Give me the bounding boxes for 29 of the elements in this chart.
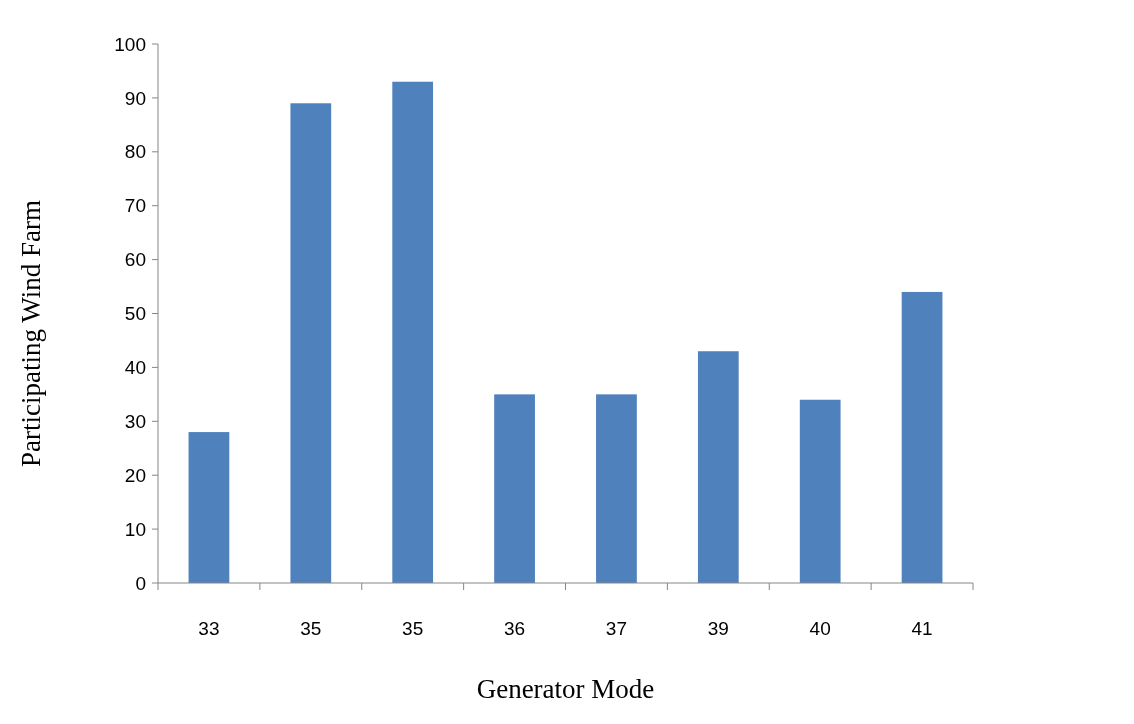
x-tick-label: 39 — [707, 618, 729, 639]
y-tick-label: 10 — [124, 518, 146, 540]
bar — [494, 394, 535, 583]
y-tick-label: 60 — [124, 249, 146, 271]
x-tick-label: 33 — [198, 618, 220, 639]
y-tick-label: 70 — [124, 195, 146, 217]
bar — [697, 351, 739, 583]
y-tick-label: 20 — [124, 464, 146, 486]
y-axis-title: Participating Wind Farm — [16, 200, 46, 467]
x-tick-label: 37 — [605, 618, 628, 639]
x-tick-label: 41 — [911, 618, 933, 639]
bar — [188, 432, 230, 583]
y-tick-label: 90 — [124, 87, 146, 109]
x-axis-title: Generator Mode — [476, 674, 655, 704]
y-tick-label: 30 — [124, 410, 146, 432]
x-tick-label: 36 — [503, 618, 526, 639]
bar — [596, 394, 637, 583]
x-tick-label: 40 — [809, 618, 831, 639]
bar — [290, 103, 332, 583]
x-tick-label: 35 — [300, 618, 322, 639]
y-tick-label: 40 — [124, 357, 146, 379]
y-tick-label: 100 — [114, 33, 146, 55]
y-tick-label: 0 — [135, 572, 146, 594]
bar — [392, 81, 434, 583]
x-tick-label: 35 — [402, 618, 424, 639]
bar — [799, 399, 841, 583]
bar — [901, 291, 943, 583]
y-tick-label: 80 — [124, 141, 146, 163]
y-tick-label: 50 — [124, 303, 146, 325]
